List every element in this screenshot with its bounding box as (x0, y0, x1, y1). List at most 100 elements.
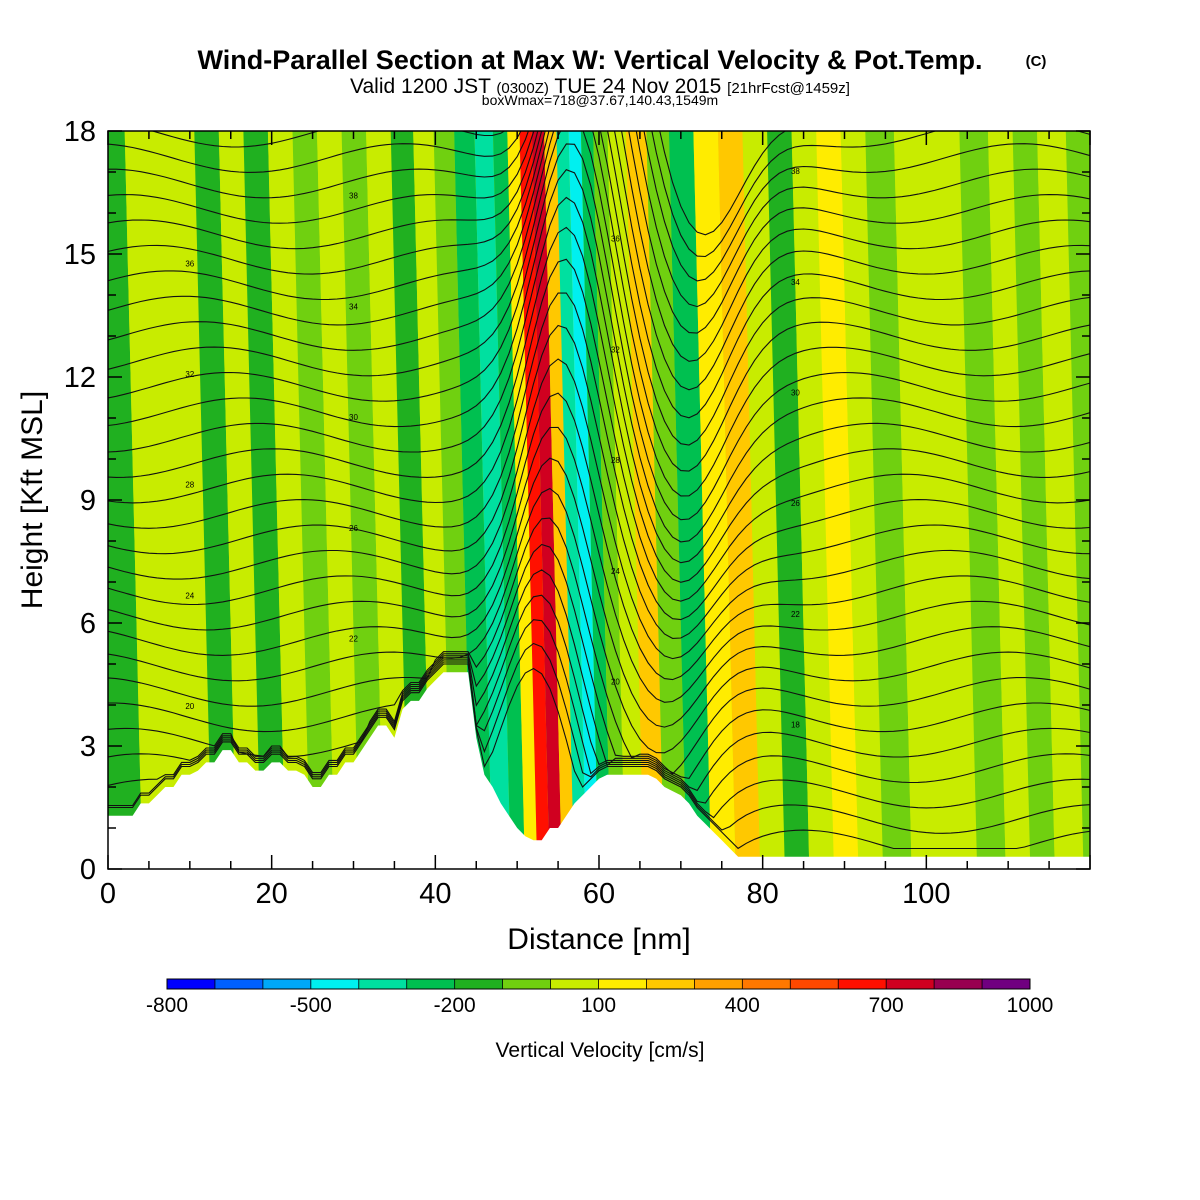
contour-label: 38 (791, 167, 800, 176)
w-band (454, 131, 493, 869)
w-band (767, 131, 810, 869)
valid-date: TUE 24 Nov 2015 (554, 75, 721, 98)
theta-contour (108, 663, 1090, 850)
colorbar-swatch (838, 979, 887, 989)
colorbar-swatch (167, 979, 216, 989)
contour-label: 22 (791, 610, 800, 619)
contour-label: 34 (349, 302, 358, 311)
theta-contour (108, 131, 1090, 282)
valid-time: Valid 1200 JST (0300Z) TUE 24 Nov 2015 [… (350, 75, 850, 98)
colorbar-label: 100 (581, 994, 616, 1017)
y-axis-title: Height [Kft MSL] (16, 391, 49, 609)
colorbar-swatch (502, 979, 552, 989)
theta-contour (108, 569, 1090, 792)
valid-utc: (0300Z) (496, 80, 549, 97)
w-band (341, 131, 384, 869)
theta-contour (108, 131, 1090, 419)
contour-label: 30 (349, 413, 358, 422)
valid-prefix: Valid 1200 JST (350, 75, 491, 98)
colorbar-swatch (982, 979, 1031, 989)
contour-label: 36 (185, 259, 194, 268)
w-band (531, 131, 562, 869)
colorbar-swatch (646, 979, 695, 989)
colorbar-label: -500 (290, 994, 332, 1017)
y-tick-label: 6 (80, 608, 96, 640)
colorbar-swatch (310, 979, 360, 989)
contour-label: 22 (349, 635, 358, 644)
x-axis-title: Distance [nm] (507, 923, 690, 956)
copyright-mark: (C) (1026, 53, 1047, 70)
theta-contour (108, 487, 1090, 754)
w-band (507, 131, 538, 869)
colorbar-title: Vertical Velocity [cm/s] (496, 1039, 705, 1062)
w-band (218, 131, 261, 869)
theta-contour (108, 131, 1090, 497)
theta-contour (108, 392, 1090, 681)
colorbar-swatch (886, 979, 935, 989)
colorbar-swatch (694, 979, 743, 989)
contour-label: 24 (611, 567, 620, 576)
x-tick-label: 100 (902, 878, 950, 910)
colorbar-label: -200 (434, 994, 476, 1017)
w-band (646, 131, 687, 869)
w-band (926, 131, 978, 869)
theta-contour (108, 131, 1090, 472)
colorbar-swatch (262, 979, 312, 989)
colorbar-swatch (406, 979, 456, 989)
plot-area: 18 20 20 22 22 24 24 26 26 28 28 30 30 32 32 34 34 36 36 38… (108, 131, 1090, 869)
theta-contour (108, 196, 1090, 564)
contour-label: 38 (349, 192, 358, 201)
w-band (568, 131, 599, 869)
y-tick-label: 0 (80, 854, 96, 886)
contour-label: 20 (185, 702, 194, 711)
theta-contour (108, 619, 1090, 819)
w-band (108, 131, 143, 869)
w-band (1012, 131, 1055, 869)
colorbar-swatch (934, 979, 983, 989)
contour-label: 36 (611, 235, 620, 244)
theta-contour (108, 517, 1090, 775)
w-band (593, 131, 626, 869)
y-tick-label: 12 (64, 362, 96, 394)
colorbar-label: 400 (725, 994, 760, 1017)
boxwmax-info: boxWmax=718@37.67,140.43,1549m (482, 92, 718, 108)
y-tick-label: 18 (64, 116, 96, 148)
w-band (474, 131, 511, 869)
w-band (124, 131, 163, 869)
theta-contour (108, 642, 1090, 834)
colorbar-label: 700 (869, 994, 904, 1017)
w-band (959, 131, 1006, 869)
theta-contour (108, 426, 1090, 703)
w-band (317, 131, 360, 869)
contour-label: 32 (185, 370, 194, 379)
theta-contour (108, 131, 1090, 308)
theta-contour (108, 131, 1090, 362)
contour-label: 30 (791, 388, 800, 397)
colorbar-swatch (550, 979, 599, 989)
colorbar-swatch (358, 979, 408, 989)
w-band (742, 131, 785, 869)
theta-contour (108, 226, 1090, 583)
contour-label: 26 (791, 499, 800, 508)
w-band (718, 131, 761, 869)
theta-contour (108, 131, 1090, 391)
w-band (556, 131, 587, 869)
colorbar-label: 1000 (1007, 994, 1054, 1017)
w-band (865, 131, 912, 869)
colorbar-label: -800 (146, 994, 188, 1017)
x-tick-label: 20 (256, 878, 288, 910)
theta-contour (108, 258, 1090, 602)
w-band (366, 131, 409, 869)
w-band (194, 131, 237, 869)
w-band (840, 131, 883, 869)
x-tick-label: 60 (583, 878, 615, 910)
w-band (791, 131, 834, 869)
theta-contour (108, 169, 1090, 543)
w-band (988, 131, 1031, 869)
contour-label: 24 (185, 591, 194, 600)
chart-title: Wind-Parallel Section at Max W: Vertical… (198, 45, 983, 75)
theta-contour (108, 143, 1090, 521)
y-tick-label: 9 (80, 485, 96, 517)
